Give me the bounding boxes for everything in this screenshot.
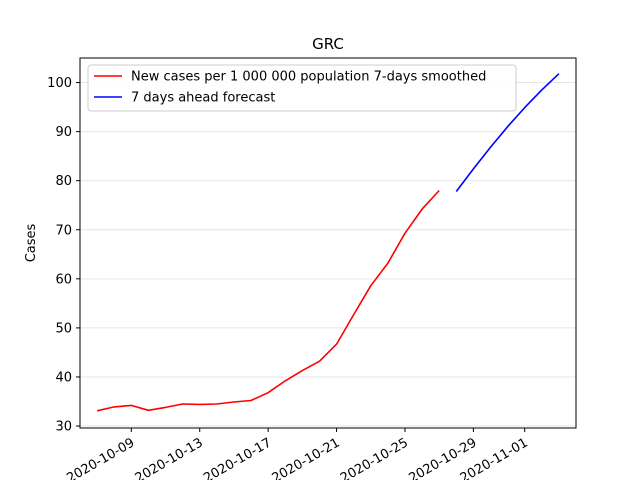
y-axis: 30 40 50 60 70 80 90 100 bbox=[47, 76, 80, 435]
y-tick-label: 30 bbox=[55, 420, 72, 435]
y-tick-label: 60 bbox=[55, 272, 72, 287]
x-axis: 2020-10-092020-10-132020-10-172020-10-21… bbox=[64, 428, 531, 484]
series-line bbox=[96, 189, 440, 412]
y-tick-label: 50 bbox=[55, 321, 72, 336]
y-tick-label: 90 bbox=[55, 125, 72, 140]
y-axis-label: Cases bbox=[24, 223, 39, 262]
x-tick-label: 2020-10-13 bbox=[133, 435, 206, 480]
legend-box bbox=[87, 64, 517, 112]
y-tick-label: 70 bbox=[55, 223, 72, 238]
x-tick-label: 2020-10-25 bbox=[338, 435, 411, 480]
y-tick-label: 100 bbox=[47, 76, 72, 91]
x-tick-label: 2020-10-17 bbox=[201, 435, 274, 480]
grid-lines bbox=[80, 82, 576, 427]
x-tick-label: 2020-10-21 bbox=[270, 435, 343, 480]
x-tick-label: 2020-10-09 bbox=[64, 435, 137, 480]
y-tick-label: 80 bbox=[55, 174, 72, 189]
series-line bbox=[455, 73, 560, 192]
plot-frame bbox=[79, 57, 577, 429]
legend-label: New cases per 1 000 000 population 7-day… bbox=[131, 70, 486, 85]
legend-label: 7 days ahead forecast bbox=[131, 91, 275, 106]
legend: New cases per 1 000 000 population 7-day… bbox=[87, 64, 517, 112]
y-tick-label: 40 bbox=[55, 370, 72, 385]
series-layer bbox=[96, 73, 560, 412]
chart-title: GRC bbox=[312, 35, 344, 53]
